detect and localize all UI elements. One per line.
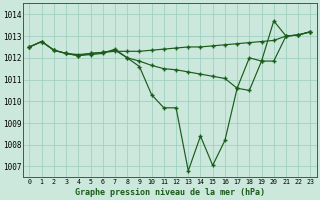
X-axis label: Graphe pression niveau de la mer (hPa): Graphe pression niveau de la mer (hPa) <box>75 188 265 197</box>
